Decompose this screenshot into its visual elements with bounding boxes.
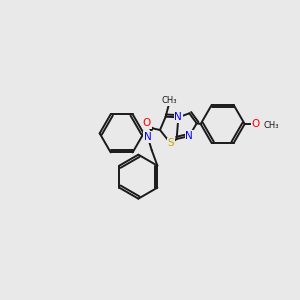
Text: S: S [167,138,174,148]
Text: N: N [185,131,193,141]
Text: N: N [175,112,182,122]
Text: O: O [252,119,260,129]
Text: O: O [142,118,151,128]
Text: N: N [144,132,152,142]
Text: CH₃: CH₃ [264,122,280,130]
Text: CH₃: CH₃ [162,96,177,105]
